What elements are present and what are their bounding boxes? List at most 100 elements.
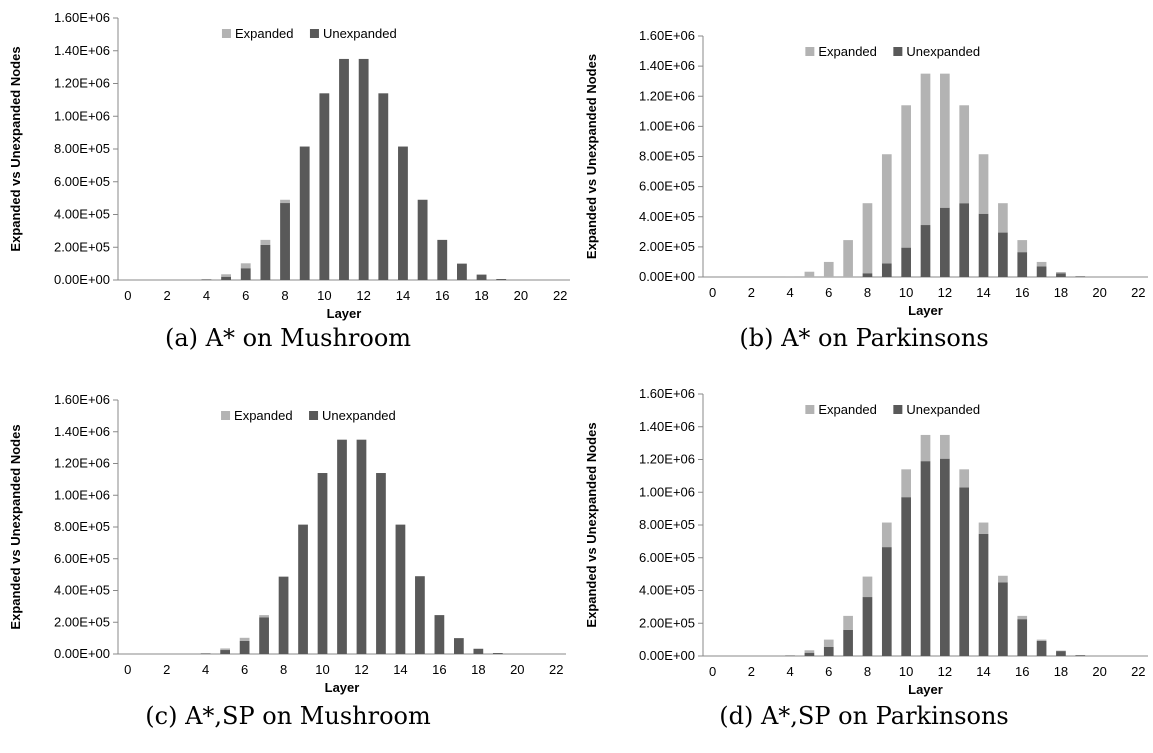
y-tick-label: 2.00E+05 [54, 239, 110, 254]
y-axis-title: Expanded vs Unexpanded Nodes [584, 54, 599, 259]
bar-unexpanded [1056, 651, 1066, 656]
y-tick-label: 1.20E+06 [639, 88, 695, 103]
y-tick-label: 2.00E+05 [639, 239, 695, 254]
x-tick-label: 2 [748, 664, 755, 679]
bar-unexpanded [260, 244, 271, 280]
x-tick-label: 12 [938, 664, 952, 679]
x-tick-label: 2 [748, 285, 755, 300]
bar-expanded [901, 469, 911, 498]
chart-caption: (b) A* on Parkinsons [739, 324, 989, 352]
y-tick-label: 8.00E+05 [54, 141, 110, 156]
y-tick-label: 6.00E+05 [639, 550, 695, 565]
y-tick-label: 0.00E+00 [639, 269, 695, 284]
bar-unexpanded [959, 487, 970, 656]
bar-unexpanded [881, 263, 892, 277]
bar-unexpanded [843, 629, 853, 656]
y-tick-label: 4.00E+05 [639, 583, 695, 598]
bar-unexpanded [395, 524, 406, 654]
bar-expanded [881, 154, 892, 264]
x-tick-label: 0 [124, 662, 131, 677]
x-tick-label: 18 [474, 288, 488, 303]
y-tick-label: 0.00E+00 [639, 648, 695, 663]
x-tick-label: 6 [825, 285, 832, 300]
x-tick-label: 16 [432, 662, 446, 677]
bar-unexpanded [259, 617, 269, 654]
x-tick-label: 2 [164, 288, 171, 303]
x-tick-label: 20 [1092, 664, 1106, 679]
x-tick-label: 20 [514, 288, 528, 303]
chart-caption: (c) A*,SP on Mushroom [145, 702, 431, 730]
x-tick-label: 10 [315, 662, 329, 677]
legend-label-expanded: Expanded [818, 402, 877, 417]
bar-expanded [881, 522, 892, 548]
x-axis-title: Layer [908, 682, 943, 697]
bar-expanded [843, 240, 853, 277]
legend-label-unexpanded: Unexpanded [322, 408, 396, 423]
x-tick-label: 6 [242, 288, 249, 303]
x-tick-label: 10 [899, 664, 913, 679]
y-tick-label: 4.00E+05 [54, 207, 110, 222]
bar-unexpanded [959, 203, 970, 277]
y-tick-label: 1.20E+06 [639, 452, 695, 467]
bar-expanded [220, 648, 230, 651]
x-tick-label: 14 [976, 664, 990, 679]
legend-swatch-unexpanded [893, 47, 903, 56]
x-tick-label: 0 [124, 288, 131, 303]
legend-swatch-unexpanded [893, 405, 903, 414]
bar-unexpanded [492, 653, 503, 654]
bar-unexpanded [901, 247, 911, 277]
legend-label-expanded: Expanded [235, 26, 294, 41]
bar-expanded [843, 615, 853, 630]
legend-swatch-unexpanded [309, 29, 319, 38]
chart-svg: 0.00E+00 2.00E+05 4.00E+05 6.00E+05 8.00E+05… [584, 386, 1148, 697]
bar-unexpanded [358, 58, 369, 280]
y-tick-label: 8.00E+05 [54, 519, 110, 534]
bar-unexpanded [1075, 655, 1086, 656]
y-tick-label: 6.00E+05 [54, 174, 110, 189]
y-tick-label: 0.00E+00 [54, 272, 110, 287]
y-tick-label: 6.00E+05 [54, 551, 110, 566]
bar-unexpanded [434, 615, 445, 654]
y-tick-label: 8.00E+05 [639, 149, 695, 164]
bar-expanded [940, 434, 950, 459]
bar-unexpanded [476, 274, 487, 280]
y-tick-label: 1.40E+06 [639, 58, 695, 73]
bar-unexpanded [978, 213, 989, 277]
chart-panel-c: 0.00E+00 2.00E+05 4.00E+05 6.00E+05 8.00E+05… [0, 376, 576, 753]
bar-expanded [823, 261, 834, 277]
x-tick-label: 4 [786, 285, 793, 300]
y-tick-label: 1.40E+06 [54, 424, 110, 439]
x-tick-label: 20 [510, 662, 524, 677]
x-tick-label: 16 [435, 288, 449, 303]
bar-expanded [862, 203, 873, 274]
legend-swatch-expanded [221, 411, 231, 420]
x-tick-label: 12 [938, 285, 952, 300]
x-tick-label: 6 [241, 662, 248, 677]
legend-swatch-unexpanded [309, 411, 319, 420]
bar-expanded [1036, 261, 1047, 267]
bar-expanded [978, 154, 989, 214]
x-tick-label: 4 [786, 664, 793, 679]
chart-svg: 0.00E+00 2.00E+05 4.00E+05 6.00E+05 8.00E+05… [8, 10, 570, 321]
y-axis-title: Expanded vs Unexpanded Nodes [8, 424, 23, 629]
bar-unexpanded [240, 268, 251, 280]
legend-label-unexpanded: Unexpanded [906, 44, 980, 59]
bar-expanded [804, 650, 815, 653]
bar-unexpanded [862, 597, 873, 656]
bar-expanded [959, 105, 970, 204]
x-tick-label: 4 [203, 288, 210, 303]
y-tick-label: 1.60E+06 [639, 28, 695, 43]
bar-unexpanded [356, 439, 367, 654]
bar-unexpanded [337, 439, 347, 654]
bar-expanded [280, 199, 290, 204]
bar-unexpanded [473, 648, 484, 654]
x-tick-label: 22 [1131, 664, 1145, 679]
bar-unexpanded [298, 524, 308, 654]
chart-caption: (d) A*,SP on Parkinsons [719, 702, 1009, 730]
y-tick-label: 1.00E+06 [639, 118, 695, 133]
bar-expanded [920, 73, 931, 226]
x-tick-label: 10 [899, 285, 913, 300]
x-tick-label: 8 [864, 285, 871, 300]
y-tick-label: 8.00E+05 [639, 517, 695, 532]
bar-unexpanded [998, 232, 1008, 277]
